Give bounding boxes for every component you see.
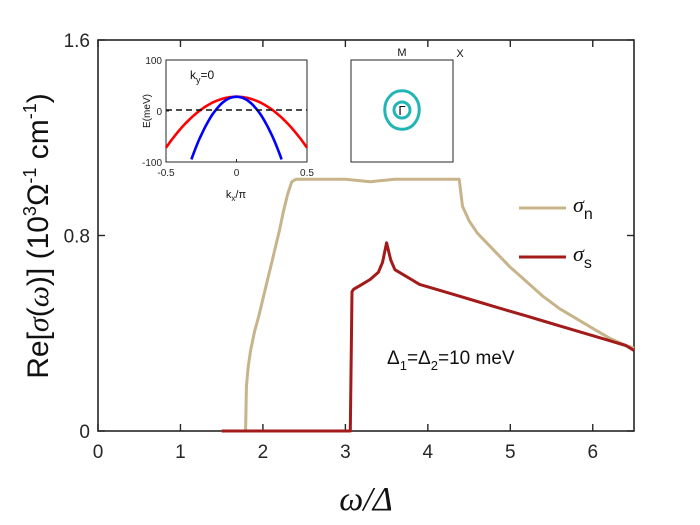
m-point-label: M bbox=[397, 47, 406, 59]
gap-annotation: Δ1=Δ2=10 meV bbox=[387, 348, 515, 373]
inset-ticks: -0.5 0 0.5 -100 0 100 bbox=[142, 56, 314, 179]
inner-fermi-contour bbox=[392, 100, 412, 120]
x-tick-label: 0 bbox=[93, 442, 104, 463]
main-x-ticks: 0 1 2 3 4 5 6 bbox=[93, 40, 598, 463]
x-point-label: X bbox=[456, 48, 464, 60]
x-tick-label: 4 bbox=[423, 442, 434, 463]
main-series bbox=[221, 177, 635, 433]
inset-y-tick-label: -100 bbox=[142, 158, 162, 169]
y-tick-label: 1.6 bbox=[64, 31, 90, 52]
inset-x-tick-label: -0.5 bbox=[157, 168, 175, 179]
legend-label-sigma-s: σs bbox=[573, 241, 592, 272]
inset-y-tick-label: 0 bbox=[156, 107, 162, 118]
inset-band-dispersion: -0.5 0 0.5 -100 0 100 E(meV) kx/π ky=0 bbox=[142, 56, 314, 203]
inset-x-tick-label: 0.5 bbox=[300, 168, 314, 179]
gamma-point-label: Γ bbox=[398, 103, 405, 118]
x-tick-label: 1 bbox=[175, 442, 186, 463]
series-line-sigma-n bbox=[221, 177, 635, 433]
inset-y-tick-label: 100 bbox=[145, 56, 162, 67]
legend-label-sigma-n: σn bbox=[573, 192, 593, 223]
x-tick-label: 2 bbox=[258, 442, 269, 463]
inset-band-frame bbox=[165, 59, 308, 163]
band-blue bbox=[190, 95, 283, 160]
inset-band-series bbox=[164, 95, 309, 160]
series-line-sigma-s bbox=[221, 241, 635, 433]
y-tick-label: 0.8 bbox=[64, 227, 90, 248]
inset-ky-annotation: ky=0 bbox=[190, 68, 215, 85]
inset-x-tick-label: 0 bbox=[234, 168, 240, 179]
outer-fermi-contour bbox=[383, 89, 421, 131]
legend: σn σs bbox=[519, 192, 593, 272]
main-y-axis-label: Re[σ(ω)] (103Ω-1 cm-1) bbox=[20, 93, 55, 379]
main-axes: 0 1 2 3 4 5 6 0 0.8 1.6 bbox=[64, 31, 635, 463]
inset-brillouin-zone: Γ M X bbox=[350, 47, 464, 163]
y-tick-label: 0 bbox=[79, 422, 90, 443]
inset-x-axis-label: kx/π bbox=[226, 189, 247, 203]
bz-frame bbox=[350, 59, 454, 163]
x-tick-label: 5 bbox=[505, 442, 516, 463]
x-tick-label: 6 bbox=[587, 442, 598, 463]
main-x-axis-label: ω/Δ bbox=[339, 481, 392, 518]
x-tick-label: 3 bbox=[340, 442, 351, 463]
inset-y-axis-label: E(meV) bbox=[142, 94, 153, 128]
main-y-ticks: 0 0.8 1.6 bbox=[64, 31, 634, 443]
